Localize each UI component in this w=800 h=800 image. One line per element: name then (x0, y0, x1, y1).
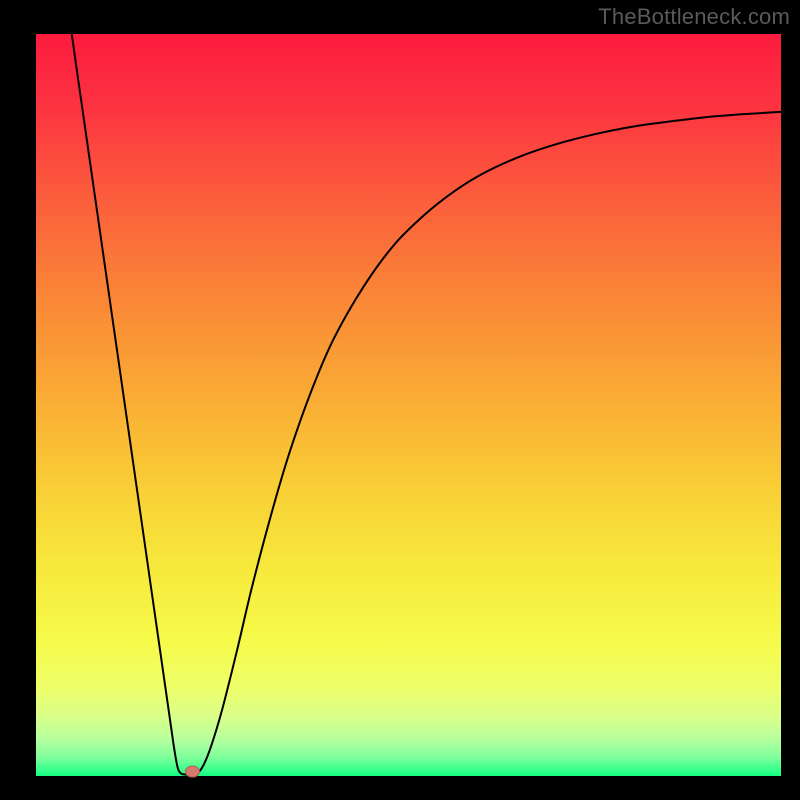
chart-svg (0, 0, 800, 800)
plot-background (36, 34, 781, 776)
watermark-text: TheBottleneck.com (598, 4, 790, 30)
minimum-marker (185, 766, 199, 777)
bottleneck-chart: TheBottleneck.com (0, 0, 800, 800)
